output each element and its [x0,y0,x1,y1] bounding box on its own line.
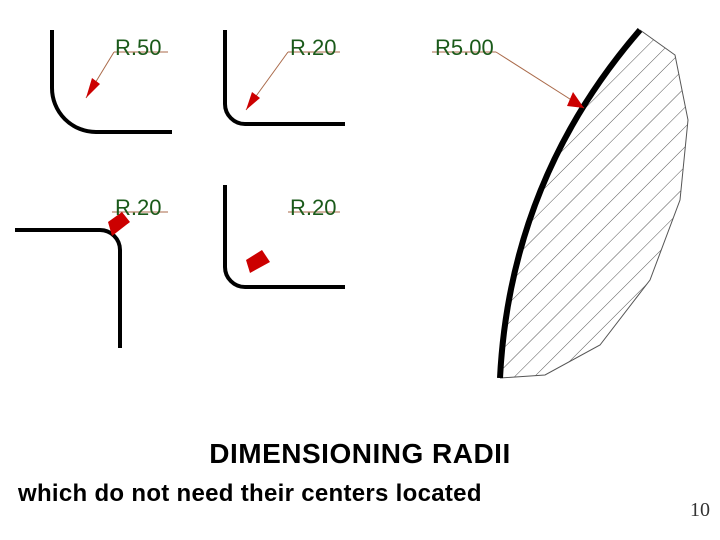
label-r20b: R.20 [115,195,161,221]
page-subtitle: which do not need their centers located [18,480,482,508]
round-bl [15,212,168,348]
label-r20c: R.20 [290,195,336,221]
label-r50: R.50 [115,35,161,61]
label-r500: R5.00 [435,35,494,61]
label-r20a: R.20 [290,35,336,61]
page-number: 10 [690,499,710,522]
large-arc [432,20,710,390]
page-title: DIMENSIONING RADII [0,438,720,470]
